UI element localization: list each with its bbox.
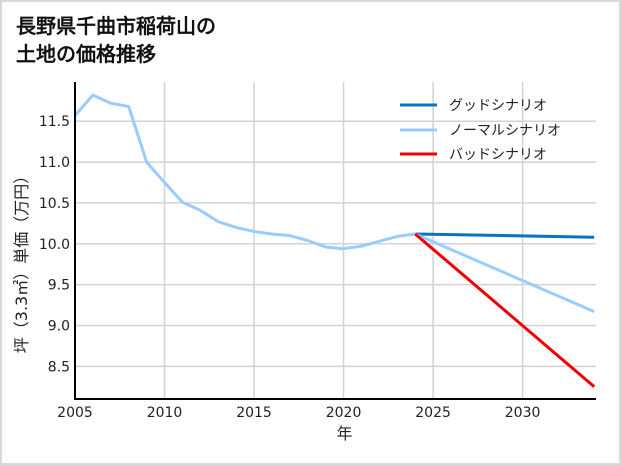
- chart-title-line2: 土地の価格推移: [16, 42, 156, 66]
- chart-title: 長野県千曲市稲荷山の 土地の価格推移: [16, 12, 216, 68]
- x-tick-label: 2015: [236, 405, 272, 421]
- x-tick-label: 2030: [505, 405, 541, 421]
- y-tick-label: 9.5: [48, 278, 70, 294]
- x-axis-label: 年: [337, 424, 353, 443]
- series-line-2: [414, 232, 596, 388]
- y-tick-label: 10.0: [39, 237, 70, 253]
- y-tick-label: 9.0: [48, 318, 70, 334]
- legend-label-0: グッドシナリオ: [449, 98, 547, 114]
- x-tick-label: 2020: [326, 405, 362, 421]
- x-tick-label: 2025: [415, 405, 451, 421]
- series-line-0: [415, 232, 595, 239]
- y-tick-label: 11.0: [39, 155, 70, 171]
- legend-label-2: バッドシナリオ: [449, 147, 547, 163]
- x-tick-label: 2010: [147, 405, 183, 421]
- y-tick-label: 8.5: [48, 359, 70, 375]
- y-tick-label: 11.5: [39, 114, 70, 130]
- legend-label-1: ノーマルシナリオ: [449, 123, 561, 139]
- y-axis-label: 坪（3.3㎡）単価（万円）: [12, 168, 31, 353]
- x-tick-label: 2005: [57, 405, 93, 421]
- series-line-1: [75, 93, 595, 313]
- chart-title-line1: 長野県千曲市稲荷山の: [16, 14, 216, 38]
- y-tick-label: 10.5: [39, 196, 70, 212]
